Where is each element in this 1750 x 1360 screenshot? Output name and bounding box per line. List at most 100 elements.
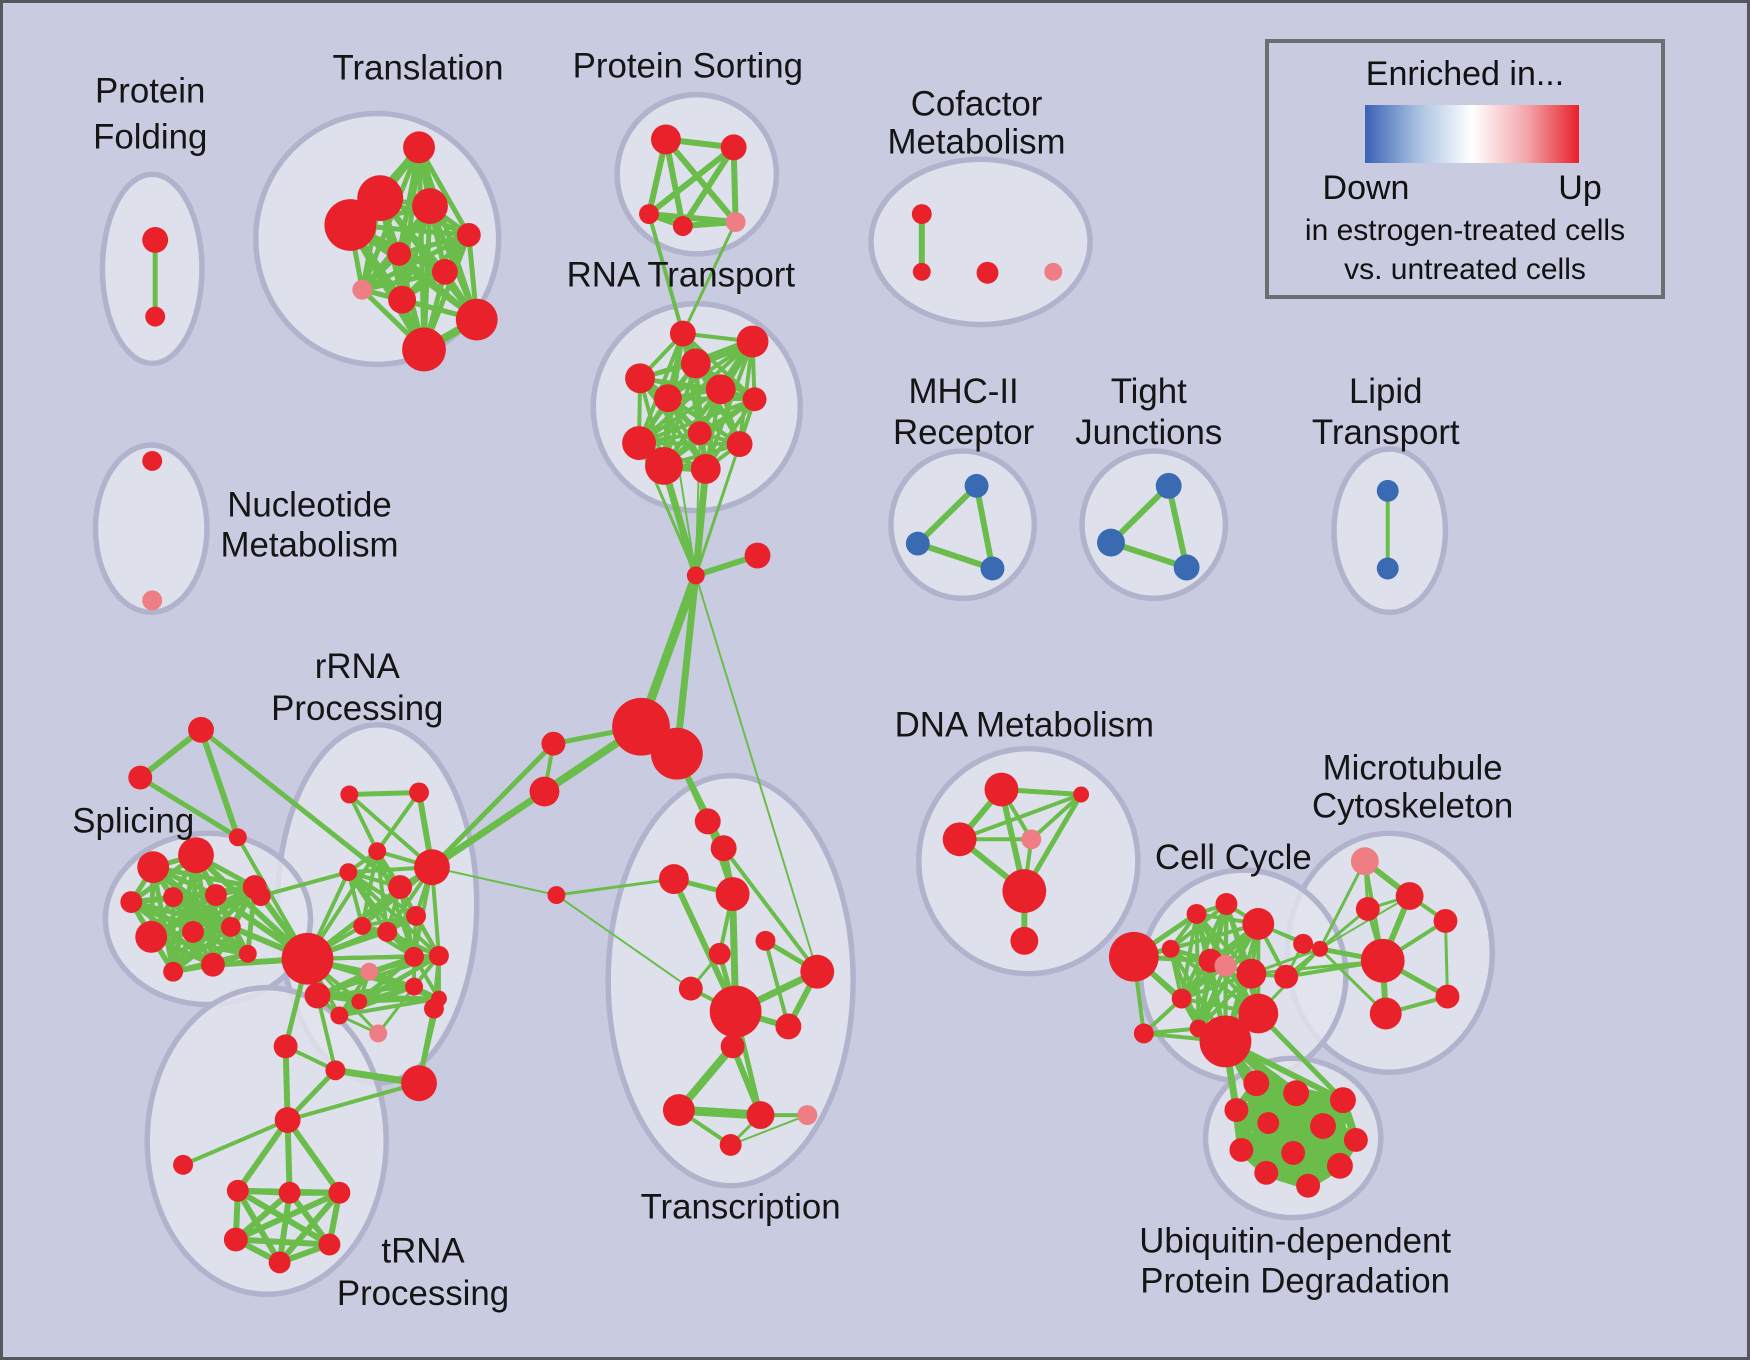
network-node-tr3 bbox=[328, 1181, 351, 1204]
network-node-tl11 bbox=[402, 327, 446, 372]
cluster-label-cell-cycle: Cell Cycle bbox=[1155, 838, 1312, 877]
network-node-rr7 bbox=[388, 875, 413, 900]
network-node-mh1 bbox=[964, 473, 989, 498]
network-node-tl7 bbox=[431, 258, 458, 285]
network-node-rt10 bbox=[622, 426, 656, 460]
network-node-cf3 bbox=[976, 261, 999, 284]
network-node-d2 bbox=[1073, 786, 1090, 803]
network-edge bbox=[681, 220, 738, 336]
network-edge bbox=[703, 339, 755, 471]
network-node-tr4 bbox=[223, 1227, 248, 1252]
network-node-ps3 bbox=[639, 204, 659, 225]
network-edge bbox=[285, 1081, 422, 1123]
network-node-tr2 bbox=[278, 1181, 301, 1204]
network-edge bbox=[428, 788, 548, 871]
network-node-c16 bbox=[1312, 940, 1328, 957]
network-nodes bbox=[120, 124, 1460, 1274]
network-node-m2 bbox=[1395, 882, 1424, 910]
network-node-cf4 bbox=[1044, 262, 1063, 281]
network-edge bbox=[554, 877, 676, 897]
network-node-u6 bbox=[1310, 1113, 1336, 1139]
network-node-u5 bbox=[1257, 1112, 1280, 1134]
cluster-label-trna-processing: Processing bbox=[337, 1274, 509, 1313]
network-node-rr5 bbox=[414, 849, 450, 886]
network-edge bbox=[346, 790, 422, 797]
network-node-u4 bbox=[1224, 1098, 1249, 1123]
network-canvas: Protein Folding Translation Protein Sorting… bbox=[72, 47, 1513, 1314]
network-node-sp12 bbox=[242, 875, 267, 900]
network-edge bbox=[148, 884, 258, 940]
network-node-tj1 bbox=[1155, 472, 1182, 499]
network-edge bbox=[721, 846, 820, 974]
network-node-s1 bbox=[541, 731, 566, 756]
network-node-c9 bbox=[1171, 988, 1192, 1009]
cluster-outline-mhc-ii-receptor bbox=[888, 448, 1038, 602]
network-node-u11 bbox=[1326, 1152, 1353, 1179]
network-edge bbox=[692, 465, 710, 579]
network-edge bbox=[673, 571, 700, 758]
network-node-sp1 bbox=[137, 851, 170, 884]
network-node-c5 bbox=[1242, 907, 1275, 940]
network-edge bbox=[1029, 792, 1084, 842]
network-edge bbox=[914, 540, 996, 572]
network-node-m5 bbox=[1369, 997, 1402, 1030]
network-node-rt6 bbox=[705, 374, 736, 405]
network-edge bbox=[666, 397, 697, 577]
network-node-c12 bbox=[1238, 993, 1279, 1034]
cluster-outline-nucleotide-metabolism bbox=[92, 442, 210, 616]
network-node-rr14 bbox=[304, 982, 331, 1009]
network-node-rr1 bbox=[340, 785, 359, 804]
cluster-label-nucleotide-metabolism: Metabolism bbox=[220, 526, 398, 565]
network-edge bbox=[1165, 482, 1190, 571]
network-node-u9 bbox=[1281, 1140, 1306, 1165]
network-node-sp4 bbox=[163, 887, 184, 907]
network-edge bbox=[660, 462, 700, 579]
network-node-t6 bbox=[708, 942, 731, 965]
cluster-label-protein-folding: Protein bbox=[95, 72, 205, 111]
network-node-m7 bbox=[1433, 908, 1458, 933]
network-node-sp8 bbox=[220, 916, 241, 937]
cluster-label-lipid-transport: Transport bbox=[1312, 413, 1460, 452]
network-edge bbox=[555, 894, 692, 990]
network-edge bbox=[973, 482, 996, 572]
network-node-rr8 bbox=[353, 916, 372, 935]
network-node-sp6 bbox=[135, 920, 168, 953]
network-node-rt4 bbox=[625, 363, 655, 394]
cluster-label-cofactor-metabolism: Metabolism bbox=[888, 122, 1066, 161]
cluster-outline-protein-folding bbox=[99, 171, 205, 367]
network-node-t5 bbox=[755, 930, 776, 951]
network-node-rt1 bbox=[669, 320, 696, 347]
network-node-d4 bbox=[1021, 829, 1042, 850]
network-edge bbox=[729, 1114, 809, 1146]
network-node-t11 bbox=[720, 1034, 745, 1059]
network-edge bbox=[232, 1236, 333, 1248]
network-edge bbox=[1255, 1011, 1346, 1103]
network-edge bbox=[1194, 911, 1201, 1031]
network-edge bbox=[647, 212, 685, 336]
network-node-d5 bbox=[1002, 869, 1047, 913]
network-node-c7 bbox=[1214, 954, 1237, 977]
cluster-label-lipid-transport: Lipid bbox=[1349, 372, 1423, 411]
network-node-rr23 bbox=[325, 1060, 346, 1081]
network-node-t7 bbox=[678, 976, 703, 1001]
network-node-tg2 bbox=[128, 765, 153, 790]
network-node-d3 bbox=[942, 822, 977, 857]
network-node-rt11 bbox=[645, 447, 683, 485]
network-node-t1 bbox=[694, 808, 721, 835]
network-edge bbox=[637, 397, 757, 446]
network-edge bbox=[646, 144, 737, 218]
network-node-u8 bbox=[1229, 1137, 1254, 1162]
network-node-rr16 bbox=[405, 977, 424, 996]
network-edge bbox=[396, 232, 472, 257]
network-node-rt9 bbox=[726, 431, 753, 457]
network-node-c4 bbox=[1161, 939, 1180, 958]
legend-down-label: Down bbox=[1322, 169, 1410, 207]
network-node-sp5 bbox=[204, 884, 227, 906]
network-node-c13 bbox=[1199, 1015, 1252, 1068]
network-edge bbox=[1168, 902, 1229, 951]
network-node-tr1 bbox=[226, 1179, 249, 1202]
cluster-label-ubiquitin-degradation: Ubiquitin-dependent bbox=[1139, 1221, 1451, 1260]
network-node-c1 bbox=[1108, 931, 1159, 982]
network-node-rr24 bbox=[401, 1065, 437, 1102]
network-node-rr20 bbox=[369, 1024, 388, 1043]
